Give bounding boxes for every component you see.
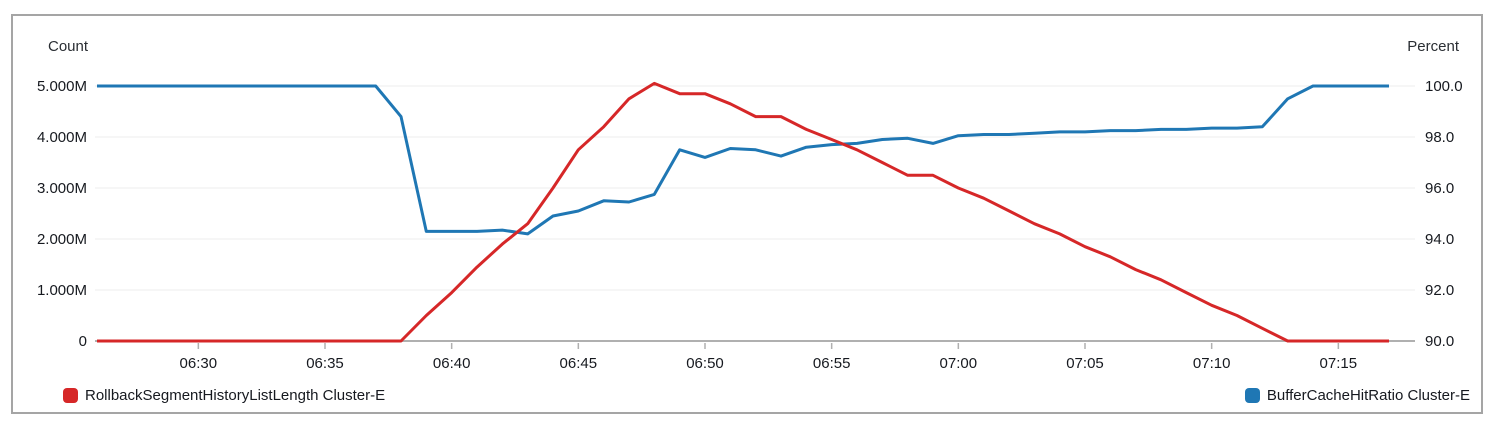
y-tick-label-left: 5.000M	[37, 78, 87, 95]
x-tick-label: 06:50	[686, 355, 724, 372]
y-tick-label-left: 0	[79, 333, 87, 350]
x-tick-label: 06:55	[813, 355, 851, 372]
x-tick-label: 06:45	[560, 355, 598, 372]
y-tick-label-right: 98.0	[1425, 129, 1454, 146]
left-axis-title: Count	[48, 38, 89, 55]
series-line-rollback-segment-history-list-length[interactable]	[97, 81, 1389, 343]
x-tick-label: 07:15	[1320, 355, 1358, 372]
series-line-buffer-cache-hit-ratio[interactable]	[97, 84, 1389, 236]
y-tick-label-left: 2.000M	[37, 231, 87, 248]
legend-swatch-red	[63, 387, 78, 403]
plot-area[interactable]: 5.000M 100.0 4.000M 98.0 3.000M 96.0 2.000M 94.…	[13, 16, 1481, 412]
y-tick-label-right: 100.0	[1425, 78, 1463, 95]
y-tick-label-right: 96.0	[1425, 180, 1454, 197]
x-tick-label: 06:40	[433, 355, 471, 372]
x-tick-label: 07:00	[940, 355, 978, 372]
right-axis-title: Percent	[1407, 38, 1459, 55]
y-tick-label-right: 92.0	[1425, 282, 1454, 299]
x-tick-label: 06:35	[306, 355, 344, 372]
x-tick-label: 07:10	[1193, 355, 1231, 372]
chart-card: Count Percent 5.000M 100.0 4.000M 98.0 3.000…	[11, 14, 1483, 414]
y-tick-label-left: 1.000M	[37, 282, 87, 299]
legend-label: RollbackSegmentHistoryListLength Cluster…	[85, 386, 386, 404]
legend-swatch-blue	[1244, 387, 1260, 403]
x-tick-label: 07:05	[1066, 355, 1104, 372]
x-tick-label: 06:30	[180, 355, 218, 372]
y-tick-label-left: 4.000M	[37, 129, 87, 146]
legend-label: BufferCacheHitRatio Cluster-E	[1266, 386, 1470, 404]
y-tick-label-right: 90.0	[1425, 333, 1454, 350]
y-tick-label-right: 94.0	[1425, 231, 1454, 248]
legend-item-rollback-segment-history-list-length[interactable]: RollbackSegmentHistoryListLength Cluster…	[63, 385, 385, 405]
legend-item-buffer-cache-hit-ratio[interactable]: BufferCacheHitRatio Cluster-E	[1244, 385, 1470, 405]
y-tick-label-left: 3.000M	[37, 180, 87, 197]
